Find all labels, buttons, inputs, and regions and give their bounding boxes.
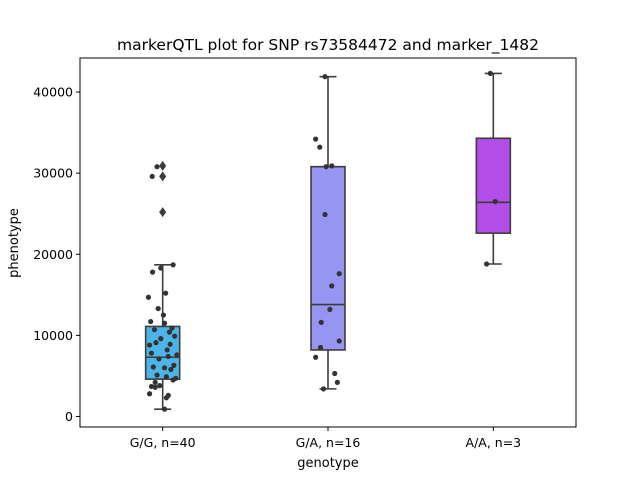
data-point (149, 269, 156, 275)
outlier-marker (159, 207, 167, 218)
data-point (334, 379, 340, 385)
data-point (168, 366, 174, 373)
data-point (152, 384, 158, 390)
plot-area (144, 70, 512, 412)
x-tick-label: G/G, n=40 (130, 435, 196, 450)
data-point (150, 364, 156, 370)
box-iqr (475, 137, 512, 234)
y-tick-label: 20000 (33, 247, 73, 262)
data-point (154, 164, 160, 170)
outlier-marker (159, 160, 167, 171)
data-point (329, 163, 335, 169)
data-point (313, 136, 319, 142)
y-tick-label: 10000 (33, 328, 73, 343)
box-group (144, 160, 181, 412)
box-group (310, 74, 346, 392)
data-point (332, 370, 338, 377)
data-point (323, 164, 329, 170)
data-point (171, 362, 177, 368)
data-point (152, 379, 158, 385)
data-point (163, 374, 170, 380)
data-point (164, 347, 170, 353)
y-tick-label: 30000 (33, 166, 73, 181)
chart-title: markerQTL plot for SNP rs73584472 and ma… (117, 36, 539, 55)
data-point (166, 329, 172, 335)
data-point (170, 262, 176, 268)
data-point (174, 352, 180, 358)
data-point (165, 353, 171, 360)
box-group (475, 70, 512, 267)
y-axis-label: phenotype (7, 208, 22, 278)
data-point (487, 70, 493, 77)
data-point (170, 377, 176, 383)
data-point (336, 271, 342, 277)
box-iqr (310, 165, 346, 351)
data-point (158, 336, 164, 342)
data-point (336, 338, 342, 344)
data-point (492, 198, 498, 205)
y-tick-label: 0 (65, 409, 73, 424)
data-point (154, 372, 160, 378)
data-point (318, 319, 324, 325)
data-point (153, 340, 159, 346)
data-point (148, 350, 155, 356)
data-point (167, 341, 173, 347)
x-axis-label: genotype (297, 456, 358, 471)
data-point (145, 294, 152, 300)
x-tick-label: A/A, n=3 (466, 435, 522, 450)
data-point (313, 354, 319, 360)
data-point (329, 283, 335, 289)
data-point (163, 290, 169, 296)
data-point (156, 356, 162, 362)
data-point (155, 305, 161, 312)
data-point (161, 365, 168, 371)
x-tick-label: G/A, n=16 (296, 435, 361, 450)
axes: 0 10000 20000 30000 40000 G/G, n=40 G/A, n=16 A… (33, 85, 521, 450)
data-point (322, 211, 328, 218)
data-point (169, 325, 175, 331)
data-point (161, 320, 168, 326)
data-point (146, 391, 153, 397)
data-point (161, 406, 168, 412)
data-point (149, 173, 155, 180)
data-point (320, 386, 327, 392)
data-point (146, 342, 153, 348)
data-point (317, 144, 323, 150)
data-point (148, 318, 154, 325)
data-point (151, 327, 158, 333)
y-tick-label: 40000 (33, 85, 73, 100)
outlier-marker (159, 171, 167, 182)
data-point (160, 312, 167, 318)
data-point (327, 306, 333, 313)
data-point (322, 74, 328, 80)
data-point (158, 265, 164, 271)
data-point (165, 392, 171, 398)
data-point (157, 383, 163, 389)
data-point (484, 261, 490, 267)
data-point (317, 344, 324, 351)
data-point (172, 333, 178, 339)
